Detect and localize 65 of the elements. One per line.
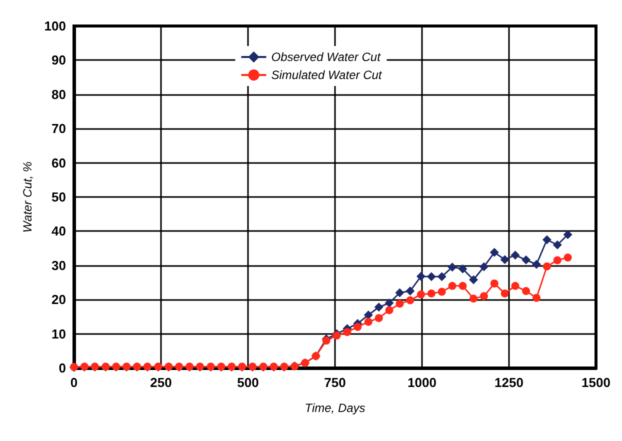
point — [458, 282, 467, 290]
point — [564, 254, 572, 262]
point — [438, 288, 446, 296]
point — [490, 280, 498, 288]
point — [406, 296, 414, 304]
x-tick-label: 500 — [237, 375, 259, 390]
point — [426, 272, 436, 282]
point — [532, 294, 540, 302]
point — [458, 264, 468, 274]
x-tick-label: 1000 — [408, 375, 436, 390]
point — [532, 260, 541, 269]
x-tick-label: 0 — [70, 375, 78, 390]
legend-label: Simulated Water Cut — [271, 68, 382, 82]
point — [354, 322, 362, 331]
point — [374, 314, 383, 322]
x-tick-label: 1250 — [494, 375, 524, 390]
y-tick-label: 100 — [44, 18, 66, 34]
legend-label: Observed Water Cut — [271, 50, 382, 64]
point — [322, 336, 330, 345]
point — [511, 282, 520, 290]
point — [416, 272, 426, 281]
point — [416, 290, 425, 298]
point — [364, 310, 373, 320]
y-tick-label: 50 — [52, 190, 66, 204]
point — [385, 306, 394, 314]
y-tick-label: 20 — [52, 292, 66, 308]
point — [563, 230, 572, 240]
y-tick-label: 0 — [58, 360, 66, 376]
point — [490, 248, 499, 257]
point — [332, 332, 341, 340]
y-axis-title: Water Cut, % — [20, 161, 34, 233]
point — [480, 292, 488, 300]
point — [437, 272, 446, 282]
y-tick-label: 90 — [52, 52, 66, 68]
y-tick-label: 80 — [52, 86, 66, 102]
point — [448, 262, 457, 272]
point — [374, 302, 384, 312]
y-tick-label: 70 — [52, 121, 66, 136]
point — [469, 275, 478, 284]
point — [343, 328, 352, 336]
point — [500, 255, 510, 264]
point — [364, 318, 372, 326]
point — [500, 289, 509, 298]
point — [522, 287, 530, 296]
point — [542, 235, 552, 244]
x-axis-title: Time, Days — [304, 401, 366, 415]
point — [406, 286, 415, 296]
point — [553, 256, 562, 264]
point — [395, 288, 404, 298]
x-tick-label: 750 — [324, 375, 346, 390]
y-tick-label: 30 — [52, 258, 66, 273]
x-tick-label: 1500 — [582, 375, 610, 390]
point — [427, 289, 436, 298]
point — [542, 262, 551, 270]
point — [396, 300, 404, 308]
y-tick-label: 40 — [52, 224, 66, 239]
point — [470, 294, 478, 303]
point — [448, 282, 456, 290]
y-tick-label: 60 — [52, 155, 66, 170]
point — [552, 240, 562, 250]
point — [479, 262, 488, 272]
y-tick-label: 10 — [52, 326, 66, 342]
point — [510, 250, 520, 260]
x-tick-label: 250 — [150, 375, 172, 390]
point — [522, 255, 531, 264]
